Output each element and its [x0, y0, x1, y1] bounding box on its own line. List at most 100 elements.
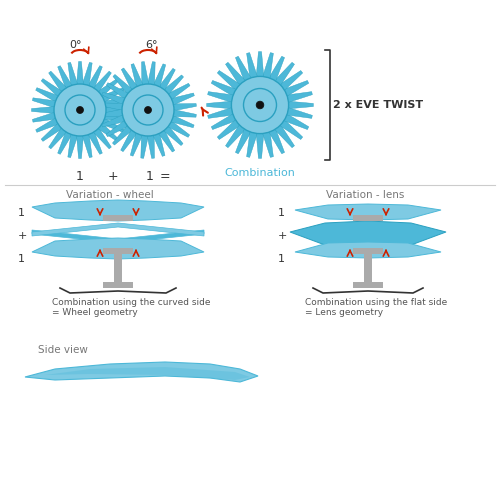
Polygon shape [170, 93, 194, 105]
Polygon shape [48, 71, 67, 92]
Polygon shape [279, 119, 302, 140]
Polygon shape [36, 118, 59, 132]
Polygon shape [262, 131, 274, 158]
Polygon shape [283, 80, 308, 96]
Text: 0°: 0° [70, 40, 82, 50]
Polygon shape [206, 101, 233, 109]
Polygon shape [274, 62, 294, 86]
Polygon shape [32, 106, 55, 114]
Polygon shape [88, 131, 102, 154]
Polygon shape [68, 62, 78, 86]
Polygon shape [246, 131, 258, 158]
Polygon shape [246, 52, 258, 79]
Polygon shape [105, 106, 128, 114]
Polygon shape [226, 124, 246, 148]
Text: 6°: 6° [146, 40, 158, 50]
Polygon shape [58, 131, 72, 154]
Polygon shape [32, 112, 56, 122]
Polygon shape [236, 128, 252, 154]
Polygon shape [142, 62, 149, 86]
Polygon shape [236, 56, 252, 82]
Text: =: = [160, 170, 170, 183]
Polygon shape [25, 362, 258, 382]
Polygon shape [172, 104, 197, 111]
Polygon shape [172, 110, 197, 117]
Circle shape [76, 106, 84, 114]
Text: 1: 1 [18, 208, 25, 218]
Polygon shape [295, 242, 441, 258]
Polygon shape [32, 230, 204, 243]
Polygon shape [68, 134, 78, 158]
Polygon shape [98, 123, 119, 142]
Bar [364, 249, 372, 287]
Text: Combination using the flat side
= Lens geometry: Combination using the flat side = Lens g… [305, 298, 448, 318]
Polygon shape [208, 108, 234, 118]
Polygon shape [158, 130, 174, 152]
Polygon shape [101, 118, 124, 132]
Polygon shape [122, 68, 138, 90]
Polygon shape [88, 66, 102, 89]
Polygon shape [290, 221, 446, 247]
Text: 2 x EVE TWIST: 2 x EVE TWIST [333, 100, 423, 110]
Polygon shape [93, 128, 112, 149]
Polygon shape [101, 88, 124, 102]
Polygon shape [130, 132, 143, 156]
Text: Variation - lens: Variation - lens [326, 190, 404, 200]
Polygon shape [41, 78, 62, 97]
Polygon shape [286, 92, 312, 102]
Text: +: + [18, 231, 28, 241]
Polygon shape [212, 114, 237, 130]
Polygon shape [158, 68, 176, 91]
Polygon shape [212, 80, 237, 96]
Polygon shape [147, 134, 154, 158]
Polygon shape [279, 70, 302, 91]
Bar [103, 282, 133, 288]
Polygon shape [104, 98, 128, 108]
Polygon shape [148, 62, 155, 86]
Polygon shape [170, 115, 194, 128]
Polygon shape [167, 120, 190, 138]
Polygon shape [82, 134, 92, 158]
Polygon shape [256, 52, 264, 78]
Polygon shape [45, 367, 250, 380]
Polygon shape [283, 114, 308, 130]
Polygon shape [163, 126, 183, 146]
Circle shape [144, 106, 152, 114]
Polygon shape [131, 64, 143, 88]
Bar [353, 248, 383, 254]
Polygon shape [218, 119, 241, 140]
Polygon shape [102, 92, 126, 105]
Polygon shape [153, 132, 165, 156]
Text: Combination using the curved side
= Wheel geometry: Combination using the curved side = Whee… [52, 298, 210, 318]
Polygon shape [274, 124, 294, 148]
Polygon shape [104, 112, 128, 122]
Polygon shape [164, 75, 184, 95]
Polygon shape [76, 135, 84, 158]
Polygon shape [120, 129, 138, 152]
Bar [353, 282, 383, 288]
Polygon shape [295, 204, 441, 220]
Polygon shape [36, 88, 59, 102]
Polygon shape [153, 64, 166, 88]
Circle shape [122, 84, 174, 136]
Polygon shape [76, 62, 84, 85]
Polygon shape [113, 74, 133, 94]
Polygon shape [32, 223, 204, 236]
Polygon shape [208, 92, 234, 102]
Polygon shape [98, 78, 119, 97]
Polygon shape [102, 115, 126, 127]
Text: 1: 1 [278, 208, 285, 218]
Polygon shape [112, 125, 132, 145]
Bar [353, 215, 383, 221]
Polygon shape [100, 103, 124, 110]
Polygon shape [141, 134, 148, 158]
Text: Combination: Combination [224, 168, 296, 178]
Text: +: + [108, 170, 118, 183]
Polygon shape [268, 56, 284, 82]
Text: 1: 1 [76, 170, 84, 183]
Text: Variation - wheel: Variation - wheel [66, 190, 154, 200]
Circle shape [256, 101, 264, 109]
Bar [103, 248, 133, 254]
Circle shape [232, 76, 288, 134]
Polygon shape [58, 66, 72, 89]
